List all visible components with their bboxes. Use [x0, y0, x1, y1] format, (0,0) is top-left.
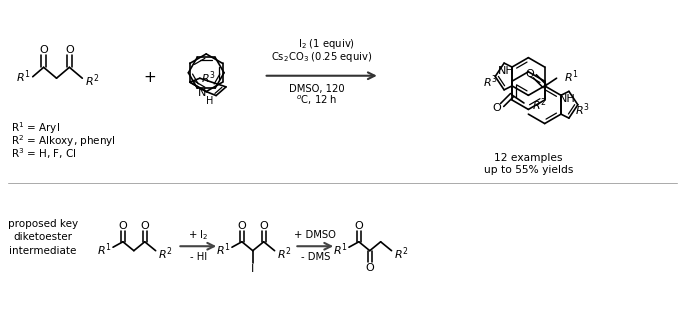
Text: $R^1$: $R^1$: [333, 241, 348, 258]
Text: $R^2$: $R^2$: [532, 97, 547, 113]
Text: - HI: - HI: [190, 252, 207, 262]
Text: $R^1$: $R^1$: [216, 241, 231, 258]
Text: O: O: [39, 45, 48, 55]
Text: O: O: [119, 221, 127, 231]
Text: O: O: [365, 263, 374, 273]
Text: $R^1$: $R^1$: [97, 241, 112, 258]
Text: $R^2$: $R^2$: [158, 245, 172, 262]
Text: R$^3$ = H, F, Cl: R$^3$ = H, F, Cl: [11, 147, 77, 162]
Text: $R^3$: $R^3$: [201, 69, 216, 86]
Text: $R^3$: $R^3$: [483, 74, 497, 90]
Text: O: O: [238, 221, 247, 231]
Text: NH: NH: [558, 94, 575, 104]
Text: $R^3$: $R^3$: [575, 102, 590, 119]
Text: R$^2$ = Alkoxy, phenyl: R$^2$ = Alkoxy, phenyl: [11, 133, 116, 149]
Text: R$^1$ = Aryl: R$^1$ = Aryl: [11, 121, 60, 136]
Text: DMSO, 120: DMSO, 120: [289, 84, 345, 93]
Text: $R^1$: $R^1$: [16, 68, 31, 85]
Text: + DMSO: + DMSO: [295, 230, 336, 240]
Text: I: I: [251, 264, 254, 273]
Text: proposed key
diketoester
intermediate: proposed key diketoester intermediate: [8, 219, 78, 255]
Text: 12 examples: 12 examples: [494, 153, 562, 163]
Text: I$_2$ (1 equiv): I$_2$ (1 equiv): [298, 37, 355, 51]
Text: O: O: [354, 221, 363, 231]
Text: O: O: [493, 103, 501, 113]
Text: $R^2$: $R^2$: [85, 73, 100, 89]
Text: + I$_2$: + I$_2$: [188, 228, 208, 242]
Text: up to 55% yields: up to 55% yields: [484, 165, 573, 175]
Text: O: O: [140, 221, 149, 231]
Text: O: O: [65, 45, 74, 55]
Text: NH: NH: [498, 66, 514, 76]
Text: N: N: [197, 88, 206, 98]
Text: Cs$_2$CO$_3$ (0.25 equiv): Cs$_2$CO$_3$ (0.25 equiv): [271, 50, 373, 64]
Text: O: O: [260, 221, 268, 231]
Text: +: +: [143, 70, 156, 85]
Text: - DMS: - DMS: [301, 252, 330, 262]
Text: $^o$C, 12 h: $^o$C, 12 h: [296, 94, 338, 107]
Text: $R^2$: $R^2$: [394, 245, 408, 262]
Text: O: O: [525, 69, 534, 79]
Text: $R^2$: $R^2$: [277, 245, 291, 262]
Text: H: H: [206, 96, 213, 106]
Text: $R^1$: $R^1$: [564, 68, 580, 85]
